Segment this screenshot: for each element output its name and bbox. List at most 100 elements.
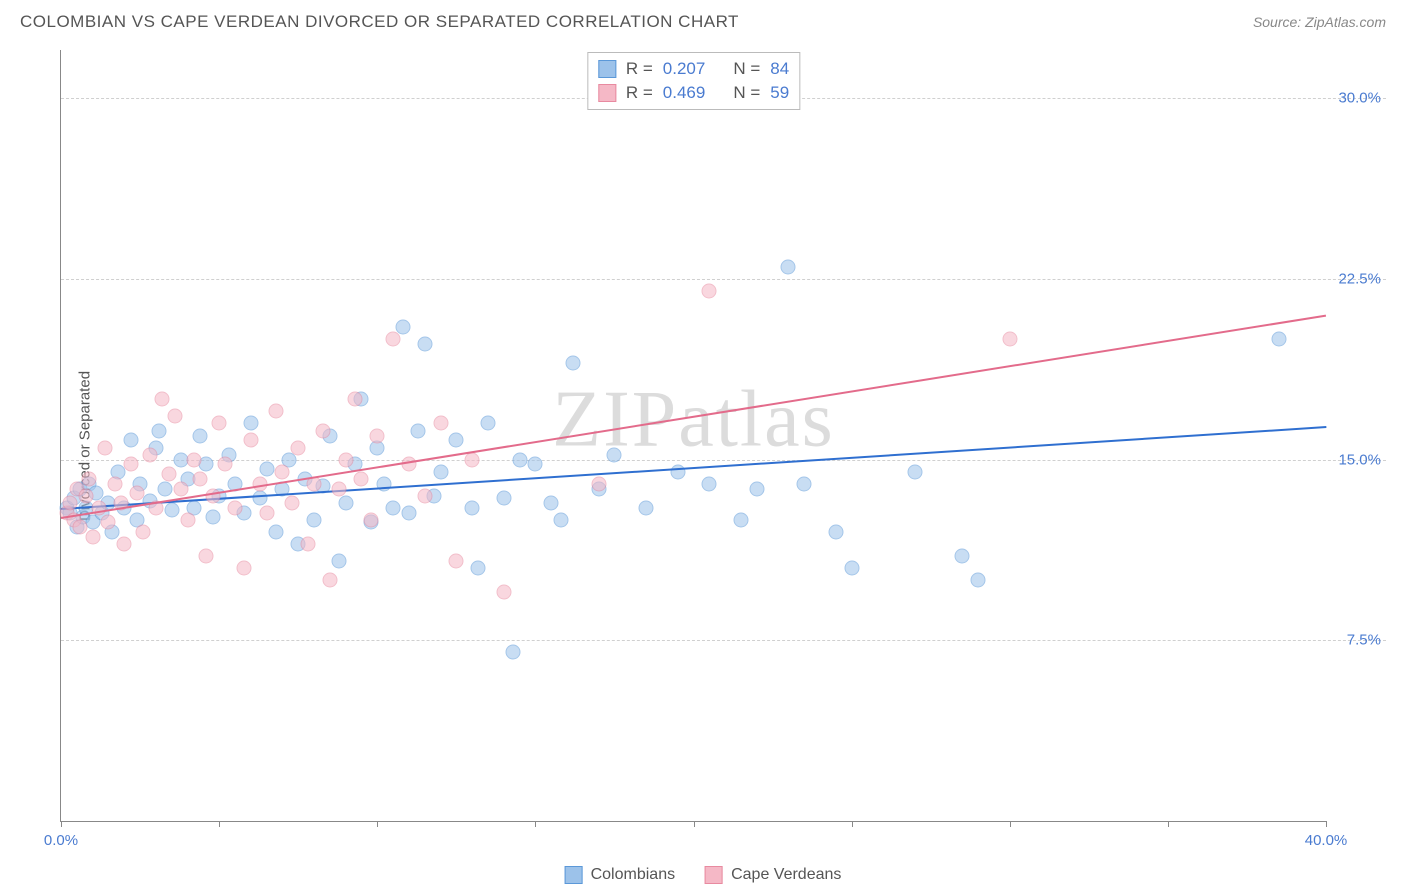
- data-point: [322, 573, 337, 588]
- data-point: [433, 464, 448, 479]
- data-point: [284, 495, 299, 510]
- x-tick: [1168, 821, 1169, 827]
- data-point: [553, 512, 568, 527]
- data-point: [193, 428, 208, 443]
- x-tick: [1326, 821, 1327, 827]
- data-point: [227, 500, 242, 515]
- r-label: R =: [626, 59, 653, 79]
- data-point: [243, 416, 258, 431]
- swatch-colombians: [565, 866, 583, 884]
- data-point: [591, 476, 606, 491]
- data-point: [300, 536, 315, 551]
- source-label: Source: ZipAtlas.com: [1253, 14, 1386, 30]
- data-point: [63, 495, 78, 510]
- n-value-colombians: 84: [770, 59, 789, 79]
- y-tick-label: 7.5%: [1347, 632, 1381, 649]
- data-point: [544, 495, 559, 510]
- swatch-capeverdeans: [598, 84, 616, 102]
- r-value-capeverdeans: 0.469: [663, 83, 706, 103]
- data-point: [971, 573, 986, 588]
- x-tick-label: 0.0%: [44, 832, 78, 849]
- data-point: [566, 356, 581, 371]
- n-value-capeverdeans: 59: [770, 83, 789, 103]
- data-point: [907, 464, 922, 479]
- data-point: [781, 259, 796, 274]
- data-point: [348, 392, 363, 407]
- legend-label: Colombians: [591, 866, 675, 884]
- data-point: [82, 471, 97, 486]
- data-point: [844, 561, 859, 576]
- x-tick: [219, 821, 220, 827]
- n-label: N =: [733, 83, 760, 103]
- swatch-capeverdeans: [705, 866, 723, 884]
- data-point: [411, 423, 426, 438]
- plot-area: ZIPatlas R = 0.207 N = 84 R = 0.469 N = …: [60, 50, 1326, 822]
- data-point: [480, 416, 495, 431]
- n-label: N =: [733, 59, 760, 79]
- data-point: [155, 392, 170, 407]
- data-point: [401, 457, 416, 472]
- data-point: [269, 404, 284, 419]
- data-point: [733, 512, 748, 527]
- data-point: [386, 500, 401, 515]
- x-tick: [377, 821, 378, 827]
- data-point: [161, 467, 176, 482]
- data-point: [417, 488, 432, 503]
- gridline: [61, 279, 1386, 280]
- data-point: [123, 457, 138, 472]
- data-point: [417, 336, 432, 351]
- data-point: [117, 536, 132, 551]
- chart-container: Divorced or Separated ZIPatlas R = 0.207…: [20, 50, 1386, 842]
- data-point: [496, 585, 511, 600]
- data-point: [253, 491, 268, 506]
- data-point: [275, 464, 290, 479]
- watermark: ZIPatlas: [552, 375, 835, 466]
- data-point: [506, 645, 521, 660]
- data-point: [259, 505, 274, 520]
- data-point: [354, 471, 369, 486]
- data-point: [332, 553, 347, 568]
- data-point: [259, 462, 274, 477]
- y-tick-label: 30.0%: [1338, 90, 1381, 107]
- data-point: [307, 512, 322, 527]
- data-point: [129, 486, 144, 501]
- data-point: [401, 505, 416, 520]
- data-point: [338, 495, 353, 510]
- swatch-colombians: [598, 60, 616, 78]
- data-point: [85, 529, 100, 544]
- data-point: [167, 409, 182, 424]
- y-tick-label: 15.0%: [1338, 451, 1381, 468]
- data-point: [465, 452, 480, 467]
- data-point: [316, 423, 331, 438]
- data-point: [291, 440, 306, 455]
- x-tick: [535, 821, 536, 827]
- data-point: [164, 503, 179, 518]
- legend-item-capeverdeans: Cape Verdeans: [705, 866, 841, 884]
- data-point: [955, 548, 970, 563]
- data-point: [465, 500, 480, 515]
- data-point: [180, 512, 195, 527]
- data-point: [193, 471, 208, 486]
- legend-label: Cape Verdeans: [731, 866, 841, 884]
- r-label: R =: [626, 83, 653, 103]
- data-point: [152, 423, 167, 438]
- data-point: [386, 332, 401, 347]
- data-point: [332, 481, 347, 496]
- data-point: [158, 481, 173, 496]
- y-tick-label: 22.5%: [1338, 270, 1381, 287]
- data-point: [471, 561, 486, 576]
- x-tick: [61, 821, 62, 827]
- gridline: [61, 460, 1386, 461]
- data-point: [123, 433, 138, 448]
- data-point: [449, 433, 464, 448]
- gridline: [61, 640, 1386, 641]
- legend-row-capeverdeans: R = 0.469 N = 59: [598, 81, 789, 105]
- data-point: [496, 491, 511, 506]
- data-point: [607, 447, 622, 462]
- x-tick-label: 40.0%: [1305, 832, 1348, 849]
- data-point: [702, 283, 717, 298]
- data-point: [237, 561, 252, 576]
- data-point: [749, 481, 764, 496]
- x-tick: [1010, 821, 1011, 827]
- chart-header: COLOMBIAN VS CAPE VERDEAN DIVORCED OR SE…: [0, 0, 1406, 40]
